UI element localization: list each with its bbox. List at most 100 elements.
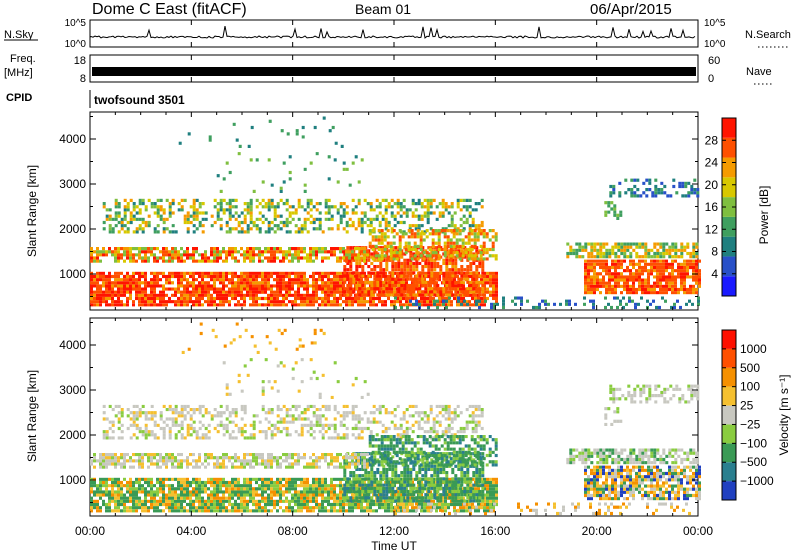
range-gate-cell (192, 293, 195, 297)
range-gate-cell (629, 287, 632, 292)
range-gate-cell (96, 293, 99, 297)
range-gate-cell (249, 202, 253, 206)
range-gate-cell (159, 250, 162, 254)
power-ylabel: Slant Range [km] (25, 165, 39, 257)
range-gate-cell (491, 247, 495, 252)
range-gate-cell (207, 496, 210, 500)
nsky-panel: N.Sky 10^5 10^0 10^5 10^0 N.Search (4, 18, 791, 50)
range-gate-cell (234, 509, 237, 513)
range-gate-cell (441, 509, 444, 513)
range-gate-cell (668, 281, 671, 285)
range-gate-cell (342, 247, 345, 251)
range-gate-cell (433, 283, 437, 288)
range-gate-cell (183, 287, 186, 291)
range-gate-cell (462, 303, 465, 307)
range-gate-cell (234, 499, 237, 503)
range-gate-cell (321, 259, 324, 263)
range-gate-cell (129, 278, 132, 282)
range-gate-cell (453, 506, 456, 510)
range-gate-cell (324, 287, 327, 291)
range-gate-cell (352, 246, 356, 250)
range-gate-cell (657, 188, 661, 192)
range-gate-cell (96, 278, 99, 282)
range-gate-cell (324, 284, 327, 288)
range-gate-cell (237, 284, 240, 288)
range-gate-cell (276, 247, 279, 251)
range-gate-cell (465, 499, 468, 503)
range-gate-cell (279, 477, 282, 481)
range-gate-cell (607, 204, 611, 208)
range-gate-cell (285, 202, 289, 206)
range-gate-cell (135, 217, 139, 221)
range-gate-cell (400, 305, 403, 310)
range-gate-cell (105, 250, 108, 254)
range-gate-cell (430, 287, 434, 291)
range-gate-cell (162, 480, 165, 485)
range-gate-cell (261, 271, 264, 275)
range-gate-cell (165, 293, 168, 297)
range-gate-cell (409, 268, 413, 272)
range-gate-cell (382, 258, 386, 262)
range-gate-cell (390, 211, 394, 215)
range-gate-cell (390, 214, 394, 218)
range-gate-cell (216, 496, 219, 500)
range-gate-cell (108, 227, 112, 231)
range-gate-cell (387, 509, 390, 513)
range-gate-cell (587, 265, 590, 270)
range-gate-cell (327, 284, 330, 288)
range-gate-cell (403, 261, 407, 265)
range-gate-cell (691, 302, 694, 306)
range-gate-cell (387, 480, 390, 485)
range-gate-cell (189, 502, 192, 507)
range-gate-cell (261, 496, 264, 500)
range-gate-cell (132, 217, 136, 221)
range-gate-cell (264, 484, 267, 488)
range-gate-cell (460, 268, 464, 272)
range-gate-cell (590, 291, 593, 295)
range-gate-cell (321, 484, 324, 488)
range-gate-cell (387, 220, 391, 225)
range-gate-cell (459, 287, 462, 291)
range-gate-cell (330, 477, 333, 481)
range-gate-cell (105, 208, 109, 212)
range-gate-cell (120, 256, 123, 260)
range-gate-cell (339, 477, 342, 481)
range-gate-cell (204, 211, 208, 215)
range-gate-cell (270, 496, 273, 500)
range-gate-cell (198, 284, 201, 288)
range-gate-cell (291, 293, 294, 297)
range-gate-cell (425, 235, 429, 239)
range-gate-cell (306, 202, 310, 206)
range-gate-cell (279, 186, 283, 190)
range-gate-cell (180, 477, 183, 481)
range-gate-cell (583, 296, 586, 300)
range-gate-cell (363, 274, 366, 279)
range-gate-cell (159, 484, 162, 488)
range-gate-cell (258, 506, 261, 510)
range-gate-cell (300, 477, 303, 481)
range-gate-cell (461, 238, 465, 242)
range-gate-cell (276, 214, 280, 218)
range-gate-cell (111, 490, 114, 494)
range-gate-cell (623, 269, 626, 273)
colorbar-cell (722, 177, 736, 198)
range-gate-cell (692, 291, 695, 295)
range-gate-cell (692, 275, 695, 279)
range-gate-cell (671, 278, 674, 282)
range-gate-cell (132, 480, 135, 485)
range-gate-cell (294, 303, 297, 307)
range-gate-cell (327, 496, 330, 500)
range-gate-cell (462, 214, 466, 218)
range-gate-cell (366, 509, 369, 513)
range-gate-cell (201, 287, 204, 291)
range-gate-cell (126, 205, 130, 209)
range-gate-cell (300, 224, 304, 228)
range-gate-cell (426, 480, 429, 485)
range-gate-cell (270, 477, 273, 481)
range-gate-cell (409, 283, 413, 288)
range-gate-cell (273, 278, 276, 282)
range-gate-cell (177, 202, 181, 206)
range-gate-cell (473, 241, 477, 245)
range-gate-cell (252, 274, 255, 279)
range-gate-cell (246, 256, 249, 260)
